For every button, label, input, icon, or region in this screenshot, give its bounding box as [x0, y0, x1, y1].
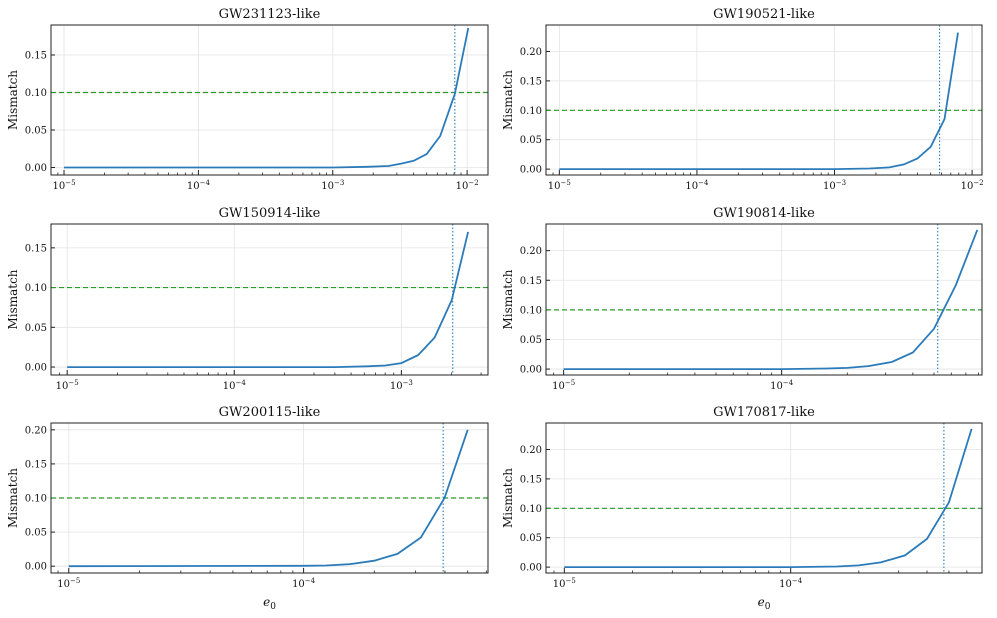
y-tick-label: 0.10	[520, 504, 542, 515]
axes-frame	[545, 24, 983, 176]
x-tick-label: 10−5	[52, 179, 75, 192]
x-axis-label: e0	[263, 595, 276, 612]
y-tick-label: 0.10	[520, 106, 542, 117]
x-tick-label: 10−4	[187, 179, 211, 192]
mismatch-series-line	[559, 32, 959, 171]
y-tick-label: 0.05	[520, 335, 542, 346]
x-tick-label: 10−4	[770, 379, 794, 392]
y-tick-label: 0.10	[25, 494, 47, 505]
x-tick-label: 10−2	[961, 179, 984, 192]
x-tick-label: 10−5	[553, 577, 576, 590]
x-tick-label: 10−5	[57, 577, 80, 590]
x-tick-label: 10−4	[685, 179, 709, 192]
subplot-2: GW190521-like 0.00 0.05 0.10 0.15 0.20 10−5 10−…	[501, 7, 984, 192]
y-axis-label: Mismatch	[501, 468, 515, 528]
y-tick-label: 0.20	[520, 246, 542, 257]
subplot-3: GW150914-like 0.00 0.05 0.10 0.15 10−5 10−4 10−…	[6, 206, 489, 392]
mismatch-series-line	[64, 27, 470, 169]
y-axis-label: Mismatch	[6, 70, 20, 130]
y-tick-label: 0.20	[25, 425, 47, 436]
subplot-1: GW231123-like 0.00 0.05 0.10 0.15 10−5 10−4 10−…	[6, 7, 489, 192]
axes-frame	[50, 24, 489, 176]
x-tick-label: 10−4	[292, 577, 316, 590]
y-tick-label: 0.15	[520, 276, 542, 287]
subplot-title: GW190521-like	[713, 7, 815, 22]
mismatch-series-line	[563, 229, 979, 371]
y-tick-label: 0.20	[520, 445, 542, 456]
x-tick-label: 10−3	[321, 179, 344, 192]
y-tick-label: 0.15	[520, 76, 542, 87]
mismatch-series-line	[564, 428, 973, 568]
subplot-title: GW170817-like	[713, 405, 815, 420]
y-tick-label: 0.15	[25, 51, 47, 62]
y-tick-label: 0.00	[25, 163, 47, 174]
axes-frame	[545, 422, 983, 574]
y-tick-label: 0.10	[25, 283, 47, 294]
subplot-title: GW190814-like	[713, 206, 815, 221]
subplot-title: GW150914-like	[219, 206, 321, 221]
y-tick-label: 0.00	[520, 365, 542, 376]
x-tick-label: 10−4	[223, 379, 247, 392]
x-tick-label: 10−4	[779, 577, 803, 590]
y-tick-label: 0.15	[25, 459, 47, 470]
y-axis-label: Mismatch	[501, 269, 515, 329]
subplot-4: GW190814-like 0.00 0.05 0.10 0.15 0.20 10−5 10−…	[501, 206, 983, 392]
axes-frame	[545, 223, 983, 376]
x-tick-label: 10−5	[552, 379, 575, 392]
x-tick-label: 10−5	[56, 379, 79, 392]
subplot-title: GW200115-like	[219, 405, 321, 420]
y-tick-label: 0.00	[25, 363, 47, 374]
y-tick-label: 0.20	[520, 47, 542, 58]
y-tick-label: 0.00	[25, 562, 47, 573]
x-tick-label: 10−3	[390, 379, 413, 392]
y-axis-label: Mismatch	[6, 269, 20, 329]
y-tick-label: 0.05	[25, 323, 47, 334]
axes-frame	[50, 223, 489, 376]
y-axis-label: Mismatch	[501, 70, 515, 130]
y-tick-label: 0.05	[25, 126, 47, 137]
y-tick-label: 0.00	[520, 165, 542, 176]
subplot-5: GW200115-like 0.00 0.05 0.10 0.15 0.20 10−5 10−…	[6, 405, 489, 612]
axes-frame	[50, 422, 489, 574]
y-tick-label: 0.10	[25, 88, 47, 99]
mismatch-series-line	[67, 231, 469, 369]
y-tick-label: 0.05	[25, 528, 47, 539]
x-axis-label: e0	[758, 595, 771, 612]
x-tick-label: 10−3	[823, 179, 846, 192]
y-tick-label: 0.15	[25, 243, 47, 254]
y-tick-label: 0.15	[520, 474, 542, 485]
x-tick-label: 10−2	[456, 179, 479, 192]
subplot-6: GW170817-like 0.00 0.05 0.10 0.15 0.20 10−5 10−…	[501, 405, 983, 612]
mismatch-series-line	[68, 429, 469, 568]
y-tick-label: 0.05	[520, 135, 542, 146]
y-tick-label: 0.10	[520, 305, 542, 316]
y-tick-label: 0.05	[520, 533, 542, 544]
subplot-title: GW231123-like	[219, 7, 321, 22]
y-axis-label: Mismatch	[6, 468, 20, 528]
y-tick-label: 0.00	[520, 563, 542, 574]
x-tick-label: 10−5	[548, 179, 571, 192]
